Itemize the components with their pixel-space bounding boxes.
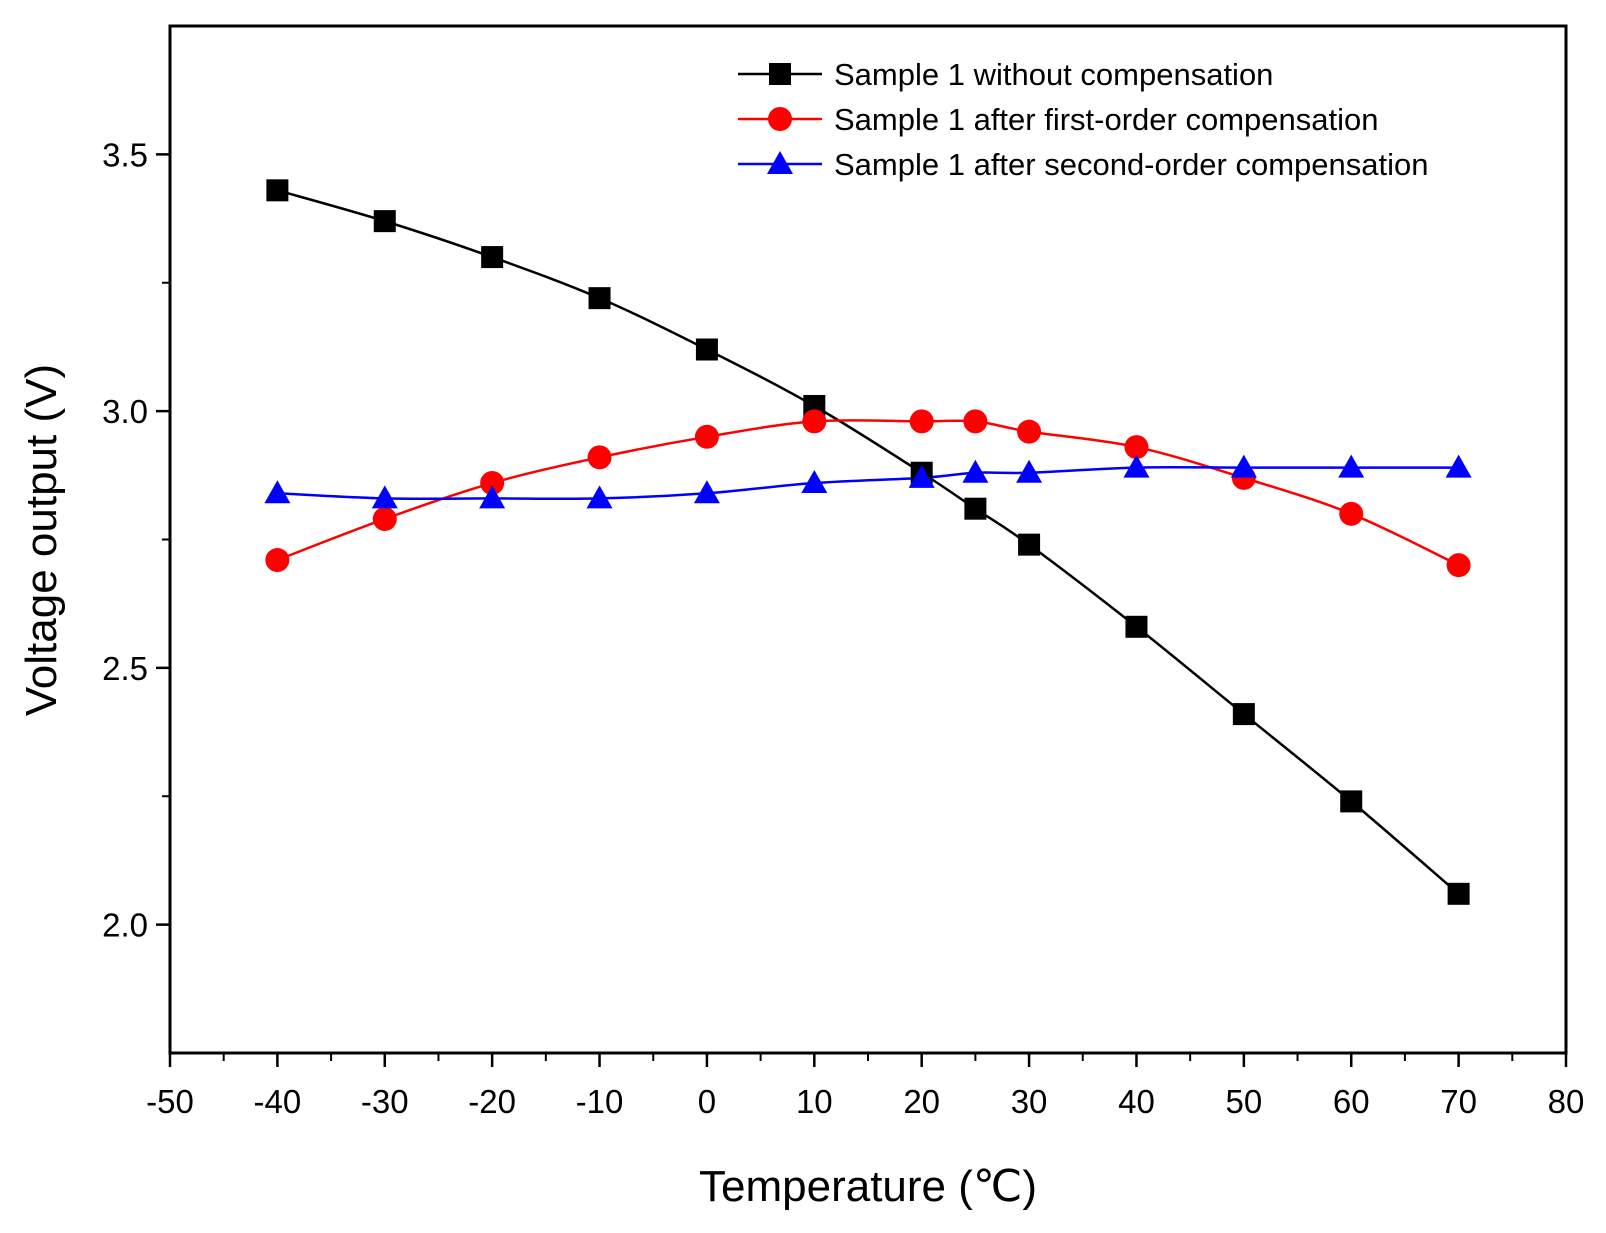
y-tick-label: 3.5 [102,136,148,173]
x-tick-label: 70 [1440,1083,1477,1120]
series-3-point [801,470,828,494]
x-axis-title: Temperature (℃) [699,1162,1037,1211]
legend-label-2: Sample 1 after first-order compensation [834,102,1378,137]
series-2-point [1446,553,1471,578]
x-tick-label: -50 [146,1083,194,1120]
series-3-point [479,485,506,509]
x-tick-label: -30 [361,1083,409,1120]
series-3-point [586,485,613,509]
legend-label-1: Sample 1 without compensation [834,57,1273,92]
y-tick-label: 2.0 [102,907,148,944]
series-2-point [963,409,988,434]
series-line-1 [277,189,1460,895]
series-1-point [1340,790,1363,813]
series-3-point [1445,454,1472,478]
legend-marker-1 [769,63,791,85]
x-tick-label: -20 [468,1083,516,1120]
series-2-point [372,506,397,531]
series-2-point [480,471,505,496]
series-2-point [694,424,719,449]
series-1-point [373,210,396,233]
x-axis-ticks: -50 -40 -30 -20 -10 0 10 20 30 40 50 60 70 80 [146,1053,1584,1120]
series-lines [276,189,1460,895]
legend-marker-2 [768,107,792,131]
series-1-point [1018,533,1041,556]
x-tick-label: 40 [1118,1083,1155,1120]
y-tick-label: 2.5 [102,650,148,687]
series-1-point [481,246,504,269]
series-2-point [1339,501,1364,526]
series-3-point [1016,459,1043,483]
y-tick-label: 3.0 [102,393,148,430]
x-tick-label: -40 [254,1083,302,1120]
x-tick-label: 80 [1548,1083,1585,1120]
series-1-point [1447,882,1470,905]
x-tick-label: 0 [698,1083,716,1120]
series-3-point [1123,454,1150,478]
series-line-2 [276,419,1460,567]
series-3-point [693,480,720,504]
y-axis-title: Voltage output (V) [17,364,66,716]
legend-label-3: Sample 1 after second-order compensation [834,147,1429,182]
series-1-point [1232,703,1255,726]
series-2-point [587,445,612,470]
x-tick-label: 60 [1333,1083,1370,1120]
y-axis-ticks: 2.0 2.5 3.0 3.5 [102,136,170,944]
series-3-point [908,464,935,488]
series-1-point [964,497,987,520]
legend-marker-3 [767,151,793,174]
series-1-point [266,179,289,202]
series-3-point [371,485,398,509]
x-tick-label: 20 [903,1083,940,1120]
series-2-point [1017,419,1042,444]
series-1-point [588,287,611,310]
legend: Sample 1 without compensation Sample 1 af… [738,57,1429,182]
series-1-point [695,338,718,361]
series-3-point [1338,454,1365,478]
x-tick-label: -10 [576,1083,624,1120]
series-2-point [802,409,827,434]
x-tick-label: 50 [1225,1083,1262,1120]
series-3-point [962,459,989,483]
series-3-point [264,480,291,504]
series-markers [264,179,1472,905]
series-3-point [1230,454,1257,478]
x-tick-label: 30 [1011,1083,1048,1120]
series-1-point [1125,615,1148,638]
series-2-point [265,548,290,573]
x-tick-label: 10 [796,1083,833,1120]
series-2-point [1124,435,1149,460]
series-2-point [909,409,934,434]
